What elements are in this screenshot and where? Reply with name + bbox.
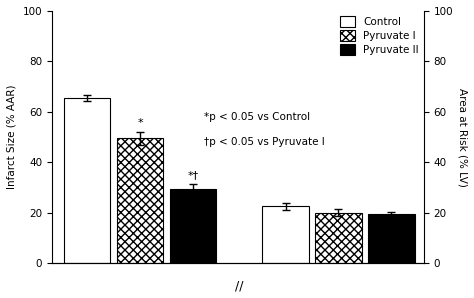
Text: *: * <box>137 118 143 128</box>
Bar <box>170 189 216 263</box>
Bar <box>64 98 110 263</box>
Text: *p < 0.05 vs Control: *p < 0.05 vs Control <box>204 112 310 122</box>
Legend: Control, Pyruvate I, Pyruvate II: Control, Pyruvate I, Pyruvate II <box>340 16 419 55</box>
Text: *†: *† <box>187 170 199 180</box>
Bar <box>263 207 309 263</box>
Y-axis label: Infarct Size (% AAR): Infarct Size (% AAR) <box>7 85 17 189</box>
Y-axis label: Area at Risk (% LV): Area at Risk (% LV) <box>457 88 467 187</box>
Text: //: // <box>235 280 244 293</box>
Bar <box>315 213 362 263</box>
Text: †p < 0.05 vs Pyruvate I: †p < 0.05 vs Pyruvate I <box>204 137 325 147</box>
Bar <box>117 138 163 263</box>
Bar <box>368 214 415 263</box>
